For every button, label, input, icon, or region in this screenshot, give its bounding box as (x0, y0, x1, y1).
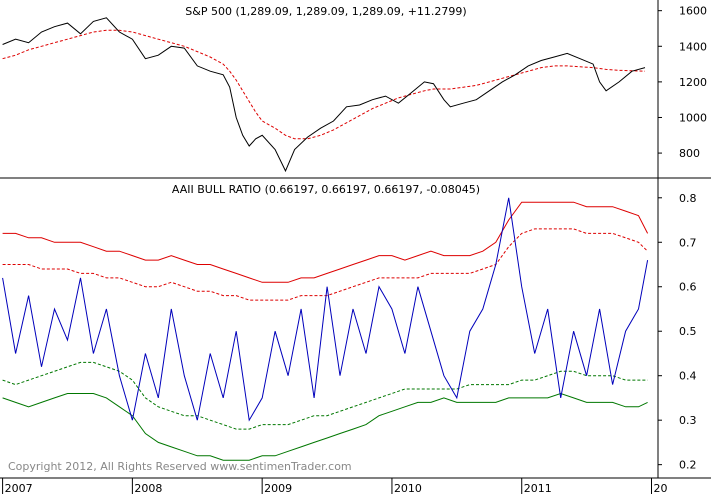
aaii-y-tick-label: 0.2 (679, 459, 697, 472)
x-tick-label: 2011 (524, 482, 552, 495)
aaii-y-tick-label: 0.8 (679, 192, 697, 205)
aaii-bull-ratio-line (2, 197, 649, 422)
aaii-upper-band-line (2, 201, 649, 283)
sp500-y-tick-label: 1000 (679, 111, 707, 124)
sp500-y-tick-label: 1600 (679, 5, 707, 18)
x-tick-label: 2007 (5, 482, 33, 495)
aaii-lower-dashed-band-line (2, 361, 648, 430)
sp500-y-tick-label: 800 (679, 147, 700, 160)
sp500-y-tick-label: 1200 (679, 76, 707, 89)
copyright-text: Copyright 2012, All Rights Reserved www.… (8, 460, 352, 473)
x-tick-label: 2010 (394, 482, 422, 495)
aaii-y-tick-label: 0.5 (679, 325, 697, 338)
aaii-y-tick-label: 0.6 (679, 281, 697, 294)
x-tick-label: 2009 (264, 482, 292, 495)
x-tick-label: 20 (654, 482, 668, 495)
aaii-title: AAII BULL RATIO (0.66197, 0.66197, 0.661… (172, 183, 480, 196)
sp500-price-line (2, 17, 646, 173)
sp500-moving-average-line (2, 29, 646, 140)
sp500-y-tick-label: 1400 (679, 40, 707, 53)
sp500-title: S&P 500 (1,289.09, 1,289.09, 1,289.09, +… (185, 5, 466, 18)
aaii-y-tick-label: 0.4 (679, 370, 697, 383)
aaii-upper-dashed-band-line (2, 228, 648, 301)
x-tick-label: 2008 (134, 482, 162, 495)
aaii-y-tick-label: 0.3 (679, 414, 697, 427)
aaii-y-tick-label: 0.7 (679, 236, 697, 249)
aaii-lower-band-line (2, 392, 648, 461)
